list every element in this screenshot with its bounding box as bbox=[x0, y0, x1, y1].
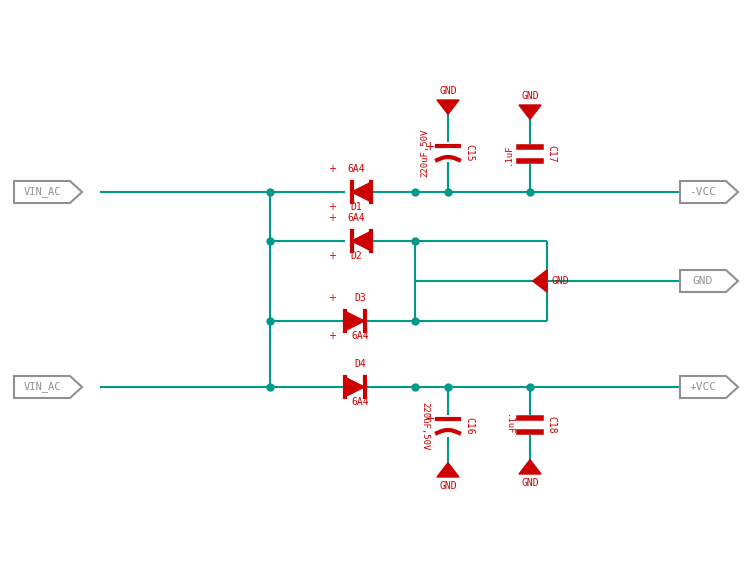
Text: GND: GND bbox=[521, 478, 538, 488]
Text: C17: C17 bbox=[546, 145, 556, 163]
Text: +: + bbox=[328, 251, 336, 261]
Text: C18: C18 bbox=[546, 416, 556, 434]
Text: +: + bbox=[424, 139, 435, 152]
Text: GND: GND bbox=[440, 481, 457, 491]
Text: +: + bbox=[328, 164, 336, 174]
Polygon shape bbox=[532, 270, 547, 292]
Text: GND: GND bbox=[440, 86, 457, 96]
Polygon shape bbox=[14, 181, 82, 203]
Polygon shape bbox=[680, 376, 738, 398]
Text: 220uF,50V: 220uF,50V bbox=[420, 129, 429, 177]
Polygon shape bbox=[680, 181, 738, 203]
Text: GND: GND bbox=[521, 91, 538, 101]
Text: VIN_AC: VIN_AC bbox=[23, 187, 61, 197]
Polygon shape bbox=[680, 270, 738, 292]
Text: GND: GND bbox=[693, 276, 713, 286]
Text: 6A4: 6A4 bbox=[347, 213, 364, 223]
Polygon shape bbox=[519, 460, 541, 474]
Text: .1uF: .1uF bbox=[504, 143, 513, 165]
Text: D4: D4 bbox=[354, 359, 366, 369]
Polygon shape bbox=[519, 105, 541, 119]
Text: +: + bbox=[328, 293, 336, 303]
Polygon shape bbox=[437, 100, 459, 114]
Polygon shape bbox=[345, 311, 364, 331]
Text: +: + bbox=[328, 213, 336, 223]
Polygon shape bbox=[14, 376, 82, 398]
Text: +: + bbox=[328, 331, 336, 341]
Text: 6A4: 6A4 bbox=[351, 331, 369, 341]
Text: +: + bbox=[424, 413, 435, 425]
Text: D3: D3 bbox=[354, 293, 366, 303]
Polygon shape bbox=[352, 182, 371, 202]
Text: .1uF: .1uF bbox=[504, 414, 513, 436]
Text: +: + bbox=[328, 202, 336, 212]
Text: D2: D2 bbox=[350, 251, 361, 261]
Text: GND: GND bbox=[552, 276, 570, 286]
Text: 220uF,50V: 220uF,50V bbox=[420, 402, 429, 450]
Text: -VCC: -VCC bbox=[689, 187, 716, 197]
Text: 6A4: 6A4 bbox=[347, 164, 364, 174]
Text: 6A4: 6A4 bbox=[351, 397, 369, 407]
Polygon shape bbox=[352, 231, 371, 251]
Text: C15: C15 bbox=[464, 144, 474, 162]
Text: D1: D1 bbox=[350, 202, 361, 212]
Text: VIN_AC: VIN_AC bbox=[23, 382, 61, 392]
Text: +VCC: +VCC bbox=[689, 382, 716, 392]
Polygon shape bbox=[345, 377, 364, 397]
Text: C16: C16 bbox=[464, 417, 474, 435]
Polygon shape bbox=[437, 463, 459, 477]
